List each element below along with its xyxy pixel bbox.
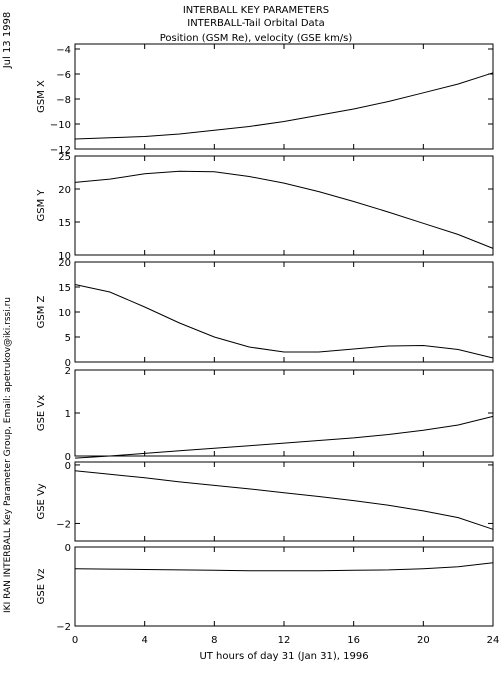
series-line [74,284,494,359]
x-tick-label: 16 [347,635,360,646]
y-tick-label: −8 [56,95,71,106]
y-tick-label: −6 [56,70,71,81]
date-stamp: Jul 13 1998 [2,12,13,70]
credit-line: IKI RAN INTERBALL Key Parameter Group, E… [3,297,13,613]
series-line [74,170,494,249]
y-tick-label: 20 [58,258,71,269]
panel-frame [74,461,494,542]
panel-frame [74,546,494,627]
x-tick-label: 12 [278,635,291,646]
y-tick-label: 0 [65,452,71,463]
y-tick-label: 10 [58,251,71,262]
x-tick-label: 20 [417,635,430,646]
y-tick-label: 1 [65,409,71,420]
y-tick-label: 0 [65,461,71,472]
series-line [74,470,494,530]
y-tick-label: −4 [56,45,71,56]
panel-frame [74,43,494,150]
y-axis-label: GSE Vz [36,569,47,605]
panel-frame [74,261,494,363]
panel-6: −2 0 GSE Vz [36,543,494,633]
x-tick-label: 24 [487,635,500,646]
y-tick-label: 20 [58,185,71,196]
y-tick-label: 2 [65,366,71,377]
chart-subtitle: INTERBALL-Tail Orbital Data [187,18,324,29]
panel-frame [74,155,494,256]
y-axis-label: GSE Vx [36,395,47,431]
y-axis-label: GSM X [36,80,47,113]
x-tick-label: 4 [141,635,147,646]
chart-title: INTERBALL KEY PARAMETERS [183,5,329,16]
y-tick-label: 10 [58,308,71,319]
x-tick-label: 0 [72,635,78,646]
panel-1: −12 −10 −8 −6 −4 GSM X [36,43,494,156]
x-tick-label: 8 [211,635,217,646]
y-tick-label: −2 [56,622,71,633]
y-tick-label: 15 [58,218,71,229]
y-tick-label: 25 [58,152,71,163]
y-axis-label: GSM Y [36,189,47,222]
y-tick-label: −10 [50,120,71,131]
series-line [74,415,494,459]
chart-units: Position (GSM Re), velocity (GSE km/s) [160,33,353,44]
y-axis-label: GSM Z [36,295,47,328]
y-tick-label: −12 [50,145,71,156]
series-line [74,72,494,140]
panel-3: 0 5 10 15 20 GSM Z [36,258,494,369]
y-tick-label: 15 [58,283,71,294]
panel-2: 10 15 20 25 GSM Y [36,152,494,262]
panel-5: −2 0 GSE Vy [36,461,494,542]
panel-4: 0 1 2 GSE Vx [36,366,494,463]
y-tick-label: 0 [65,358,71,369]
y-tick-label: 0 [65,543,71,554]
y-tick-label: 5 [65,333,71,344]
series-line [74,562,494,572]
x-axis-label: UT hours of day 31 (Jan 31), 1996 [199,651,368,662]
y-tick-label: −2 [56,519,71,530]
y-axis-label: GSE Vy [36,483,47,519]
